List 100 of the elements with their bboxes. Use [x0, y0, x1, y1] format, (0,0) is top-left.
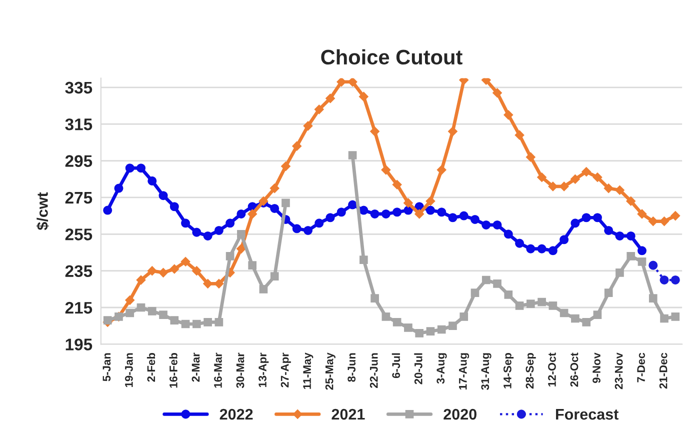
point: [282, 198, 290, 208]
point: [148, 266, 157, 276]
point: [336, 208, 346, 217]
point: [181, 218, 190, 228]
legend-label: 2022: [220, 408, 253, 420]
point: [448, 126, 458, 136]
point: [348, 78, 358, 87]
point: [504, 290, 513, 299]
x-tick-label: 28-Sep: [526, 352, 536, 389]
x-tick-label: 30-Mar: [236, 352, 244, 388]
point: [270, 184, 280, 193]
point: [548, 302, 558, 310]
x-tick-label: 13-Apr: [258, 352, 269, 388]
point: [514, 130, 524, 140]
point: [482, 220, 491, 230]
point: [459, 78, 468, 85]
point: [103, 316, 112, 325]
x-tick-label: 5-Jan: [102, 353, 111, 382]
point: [203, 279, 212, 288]
y-tick-label: 235: [65, 265, 92, 278]
x-tick-label: 16-Mar: [214, 352, 222, 388]
point: [159, 310, 168, 320]
point: [326, 213, 335, 222]
y-tick-label: 335: [65, 82, 92, 94]
x-tick-label: 8-Jun: [348, 353, 356, 382]
point: [604, 226, 614, 235]
x-tick-label: 12-Oct: [548, 352, 556, 386]
point: [392, 208, 402, 217]
point: [148, 176, 157, 186]
point: [570, 218, 580, 228]
x-tick-label: 22-Jun: [370, 353, 378, 388]
point: [504, 230, 513, 239]
x-tick-label: 17-Aug: [459, 353, 470, 390]
point: [360, 256, 368, 264]
point: [158, 268, 168, 278]
x-tick-label: 14-Sep: [504, 352, 514, 388]
point: [237, 230, 246, 238]
point: [493, 279, 502, 288]
point: [637, 246, 647, 256]
x-tick-label: 25-May: [325, 352, 336, 390]
point: [482, 276, 490, 284]
point: [370, 126, 380, 136]
y-tick-label: 255: [65, 228, 92, 240]
point: [582, 318, 590, 326]
point: [538, 298, 546, 306]
point: [203, 231, 212, 240]
point: [560, 308, 568, 318]
point: [259, 284, 268, 294]
point: [292, 224, 302, 234]
point: [460, 312, 468, 321]
point: [348, 151, 357, 160]
point: [492, 220, 502, 230]
point: [537, 244, 546, 254]
point: [548, 246, 558, 256]
point: [170, 264, 180, 274]
point: [593, 310, 602, 320]
point: [214, 318, 224, 326]
point: [492, 88, 502, 98]
point: [426, 327, 435, 336]
point: [148, 307, 156, 316]
point: [526, 152, 536, 162]
point: [582, 167, 591, 176]
point: [204, 318, 212, 326]
point: [125, 164, 134, 173]
point: [314, 218, 324, 228]
x-tick-label: 19-Jan: [124, 353, 133, 388]
point: [615, 231, 624, 240]
point: [158, 191, 168, 200]
point: [671, 312, 680, 321]
point: [404, 198, 413, 208]
point: [626, 231, 636, 240]
point: [660, 275, 669, 285]
point: [226, 252, 234, 260]
point: [248, 261, 256, 270]
point: [103, 206, 112, 215]
point: [170, 202, 179, 212]
point: [392, 180, 402, 190]
point: [181, 320, 190, 328]
point: [626, 196, 636, 206]
point: [648, 260, 658, 270]
point: [448, 322, 457, 330]
point: [582, 213, 591, 222]
point: [192, 228, 202, 237]
x-tick-label: 20-Jul: [414, 353, 422, 384]
point: [336, 78, 346, 87]
point: [604, 184, 614, 193]
point: [314, 104, 324, 114]
point: [616, 268, 624, 277]
point: [660, 216, 669, 226]
point: [670, 211, 680, 220]
x-tick-label: 6-Jul: [392, 353, 400, 378]
x-tick-label: 7-Dec: [637, 352, 645, 382]
point: [437, 208, 446, 217]
point: [570, 174, 580, 184]
point: [626, 252, 636, 260]
point: [292, 141, 302, 151]
point: [537, 172, 546, 182]
legend-label: Forecast: [556, 409, 619, 420]
point: [303, 121, 313, 131]
point: [180, 257, 190, 266]
